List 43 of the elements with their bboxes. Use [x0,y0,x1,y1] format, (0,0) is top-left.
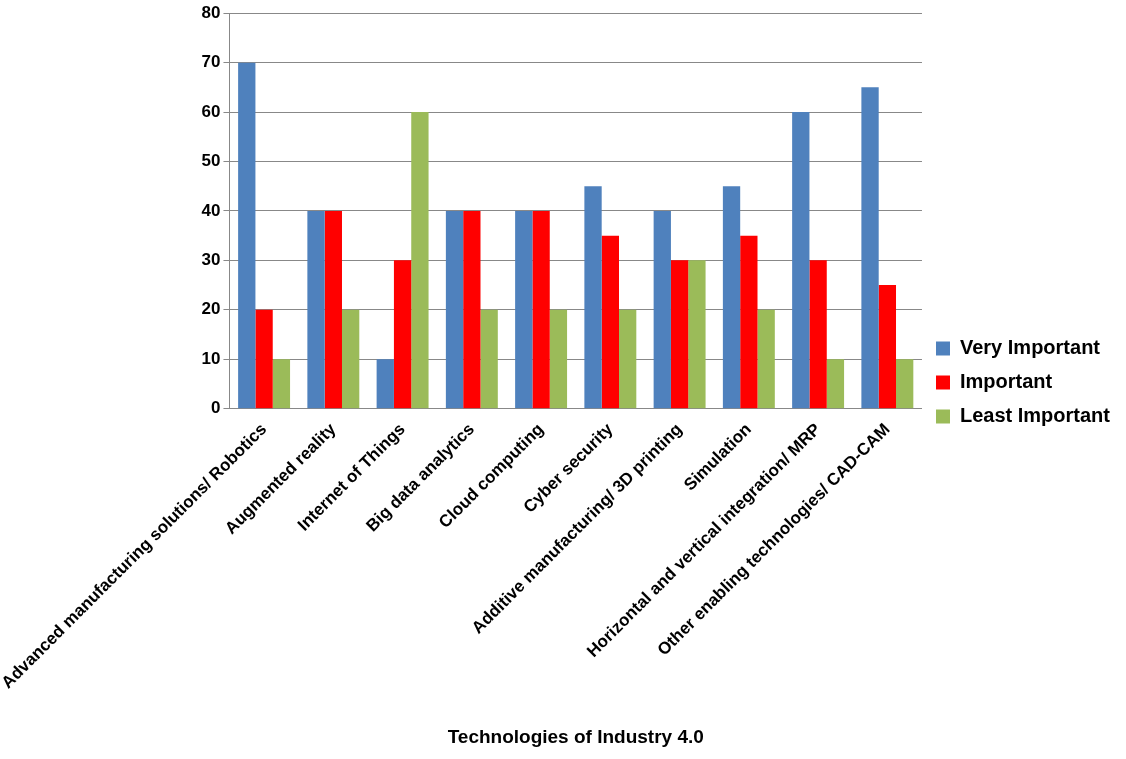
y-tick-label: 20 [201,299,221,319]
bar [445,210,464,409]
y-tick-label: 50 [201,151,221,171]
bar [601,235,619,409]
bar [463,210,481,409]
bar [896,359,914,409]
bar [722,186,741,409]
bar [584,186,602,409]
y-tick-label: 10 [201,348,221,368]
bar [653,210,671,409]
bar [238,62,256,409]
bar [792,112,810,409]
y-tick-label: 0 [210,398,221,418]
y-tick-label: 60 [201,101,221,121]
bar [307,210,325,409]
x-axis-title: Technologies of Industry 4.0 [447,725,704,747]
bar [826,359,845,409]
bar [272,359,291,409]
bar [411,112,429,409]
bar [480,309,498,409]
bar [532,210,550,409]
bar [878,285,897,409]
legend-label: Very Important [959,336,1101,359]
bar [757,309,775,409]
y-tick-label: 80 [201,2,221,22]
bar [670,260,689,409]
legend-label: Least Important [959,404,1111,427]
bar [324,210,342,409]
bar [861,87,879,409]
y-tick-label: 30 [201,250,221,270]
bar [255,309,273,409]
bar [688,260,706,409]
bar [549,309,568,409]
bar [341,309,360,409]
y-tick-label: 70 [201,52,221,72]
legend-label: Important [959,370,1053,393]
bar [809,260,827,409]
bar [515,210,533,409]
bar [376,359,394,409]
bar [393,260,412,409]
bar [619,309,637,409]
y-tick-label: 40 [201,200,221,220]
bar [740,235,758,409]
